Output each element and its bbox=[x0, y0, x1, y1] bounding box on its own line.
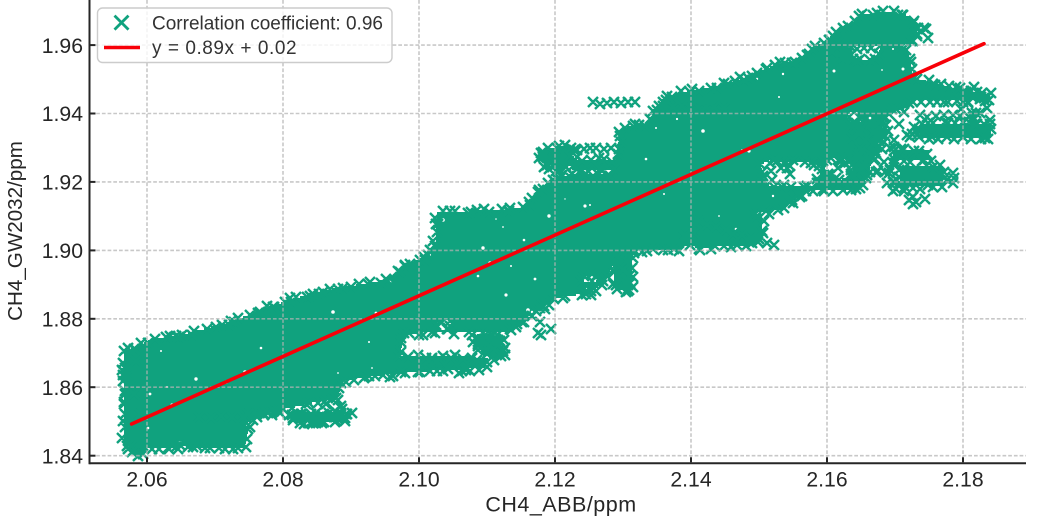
svg-text:2.16: 2.16 bbox=[806, 468, 847, 491]
svg-text:2.08: 2.08 bbox=[262, 468, 303, 491]
svg-text:2.18: 2.18 bbox=[942, 468, 983, 491]
svg-text:2.14: 2.14 bbox=[670, 468, 711, 491]
svg-text:1.92: 1.92 bbox=[42, 172, 83, 195]
svg-text:y = 0.89x + 0.02: y = 0.89x + 0.02 bbox=[152, 38, 297, 59]
svg-text:2.10: 2.10 bbox=[398, 468, 439, 491]
svg-text:1.96: 1.96 bbox=[42, 35, 83, 58]
svg-text:1.86: 1.86 bbox=[42, 377, 83, 400]
svg-text:1.88: 1.88 bbox=[42, 309, 83, 332]
svg-text:CH4_GW2032/ppm: CH4_GW2032/ppm bbox=[4, 141, 27, 321]
svg-text:2.12: 2.12 bbox=[534, 468, 575, 491]
svg-text:1.84: 1.84 bbox=[42, 445, 83, 468]
svg-text:CH4_ABB/ppm: CH4_ABB/ppm bbox=[485, 493, 636, 517]
svg-text:Correlation coefficient: 0.96: Correlation coefficient: 0.96 bbox=[152, 13, 383, 34]
svg-text:1.94: 1.94 bbox=[42, 103, 83, 126]
svg-text:1.90: 1.90 bbox=[42, 240, 83, 263]
svg-text:2.06: 2.06 bbox=[126, 468, 167, 491]
